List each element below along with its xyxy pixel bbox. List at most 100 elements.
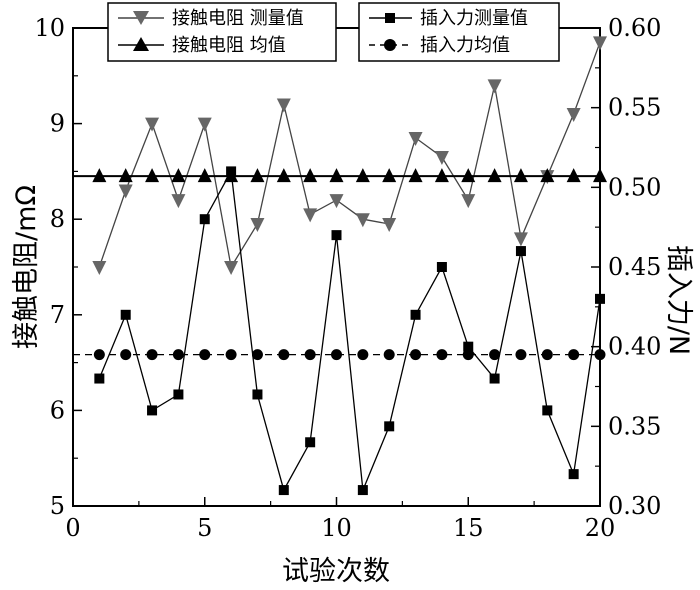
resistance-measured-point: [224, 261, 239, 275]
y-left-tick-label: 8: [50, 205, 65, 233]
resistance-mean-point: [171, 168, 186, 183]
series-resistance-mean-line: [73, 168, 607, 183]
series-force-measured-line: [94, 166, 605, 496]
force-mean-point: [331, 349, 342, 361]
y-left-tick-label: 10: [34, 14, 65, 42]
y-right-tick-label: 0.45: [608, 253, 661, 281]
resistance-measured-point: [145, 117, 160, 132]
resistance-mean-point: [540, 168, 555, 183]
force-measured-point: [331, 230, 342, 241]
resistance-measured-point: [250, 217, 265, 232]
legend-label-resistance-measured: 接触电阻 测量值: [172, 8, 304, 29]
force-mean-point: [172, 349, 184, 361]
y-right-tick-label: 0.60: [608, 14, 661, 42]
force-mean-point: [251, 349, 263, 361]
legend-marker-triangle-down: [133, 11, 149, 25]
resistance-measured-point: [118, 184, 133, 199]
resistance-mean-point: [118, 168, 133, 183]
resistance-measured-point: [276, 98, 291, 113]
y-right-axis-title: 插入力/N: [663, 245, 694, 355]
resistance-mean-point: [382, 168, 397, 183]
resistance-mean-point: [92, 168, 107, 183]
resistance-mean-point: [250, 168, 265, 183]
x-tick-label: 0: [65, 514, 80, 542]
resistance-measured-point: [461, 194, 476, 209]
legend-marker-triangle-up: [133, 37, 149, 51]
y-left-tick-label: 5: [50, 492, 65, 520]
force-mean-point: [120, 349, 132, 361]
force-measured-point: [94, 373, 105, 384]
force-mean-point: [436, 349, 448, 361]
series-resistance-measured-line: [92, 36, 607, 275]
force-measured-point: [489, 373, 500, 384]
force-mean-point: [93, 349, 105, 361]
y-right-tick-label: 0.40: [608, 333, 661, 361]
resistance-mean-point: [434, 168, 449, 183]
force-measured-point: [436, 262, 447, 272]
x-tick-label: 10: [321, 514, 352, 542]
x-tick-label: 5: [197, 514, 212, 542]
resistance-mean-point: [513, 168, 528, 183]
y-right-tick-label: 0.30: [608, 492, 661, 520]
legend-label-force-measured: 插入力测量值: [420, 8, 528, 29]
ticks-layer: 0 5 10 15 2056789100.300.350.400.450.500.550…: [34, 14, 661, 542]
resistance-measured-point: [329, 194, 344, 209]
force-measured-point: [252, 389, 263, 400]
y-left-tick-label: 7: [50, 301, 65, 329]
force-measured-point: [305, 437, 316, 448]
force-measured-point: [147, 405, 158, 416]
resistance-measured-point: [434, 151, 449, 166]
resistance-mean-point: [593, 168, 607, 183]
force-measured-point: [357, 485, 368, 496]
force-measured-point: [173, 389, 184, 400]
resistance-measured-point: [487, 79, 502, 94]
force-mean-point: [568, 349, 580, 361]
resistance-mean-point: [303, 168, 318, 183]
resistance-measured-point: [303, 208, 318, 223]
resistance-mean-point: [276, 168, 291, 183]
force-measured-point: [595, 293, 605, 304]
series-layer: [73, 36, 607, 496]
resistance-mean-point: [408, 168, 423, 183]
resistance-mean-point: [145, 168, 160, 183]
resistance-measured-point: [197, 117, 212, 132]
resistance-mean-point: [487, 168, 502, 183]
resistance-measured-point: [513, 232, 528, 247]
resistance-measured-point: [355, 213, 370, 228]
series-force-mean-line: [73, 349, 606, 361]
legend-marker-circle: [384, 39, 396, 51]
force-mean-point: [541, 349, 553, 361]
force-measured-point: [226, 166, 237, 177]
force-mean-point: [489, 349, 501, 361]
force-mean-point: [515, 349, 527, 361]
force-measured-point: [542, 405, 553, 416]
legend-marker-square: [385, 13, 395, 23]
x-tick-label: 15: [453, 514, 484, 542]
x-tick-label: 20: [585, 514, 616, 542]
force-measured-point: [463, 341, 474, 352]
resistance-mean-point: [329, 168, 344, 183]
force-measured-point: [278, 485, 289, 496]
y-right-tick-label: 0.50: [608, 173, 661, 201]
y-left-tick-label: 9: [50, 110, 65, 138]
resistance-measured-point: [408, 131, 423, 146]
force-measured-point: [568, 469, 579, 480]
force-measured-point: [515, 246, 526, 257]
resistance-measured-line: [98, 42, 601, 269]
legend-right: 插入力测量值 插入力均值: [358, 2, 560, 62]
resistance-mean-point: [355, 168, 370, 183]
resistance-measured-point: [382, 217, 397, 232]
legend-left: 接触电阻 测量值 接触电阻 均值: [107, 2, 337, 62]
force-mean-point: [225, 349, 237, 361]
force-mean-point: [594, 349, 606, 361]
force-measured-point: [120, 309, 131, 320]
resistance-mean-point: [197, 168, 212, 183]
resistance-measured-point: [171, 194, 186, 209]
plot-frame: [72, 27, 601, 507]
legend-label-force-mean: 插入力均值: [420, 35, 510, 56]
y-left-tick-label: 6: [50, 396, 65, 424]
y-right-tick-label: 0.35: [608, 412, 661, 440]
resistance-mean-point: [566, 168, 581, 183]
